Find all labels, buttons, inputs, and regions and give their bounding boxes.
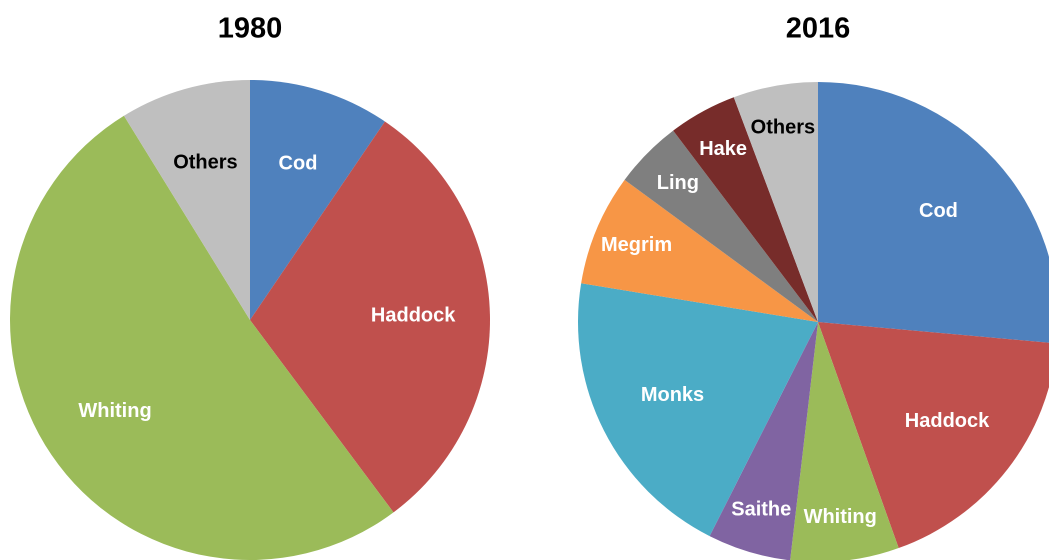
slice-label: Haddock [905, 410, 990, 432]
slice-label: Monks [641, 384, 704, 406]
slice-label: Saithe [731, 499, 791, 521]
pie-slice [818, 82, 1049, 343]
chart-title: 1980 [218, 13, 283, 45]
slice-label: Ling [657, 172, 699, 194]
slice-label: Megrim [601, 234, 672, 256]
slice-label: Cod [919, 200, 958, 222]
pie-slice [818, 322, 1049, 549]
slice-label: Hake [699, 138, 747, 160]
pie-slice [733, 82, 818, 322]
pie-slice [624, 130, 818, 322]
pie-slice [250, 121, 491, 513]
pie-slice [790, 322, 899, 560]
slice-label: Haddock [371, 305, 456, 327]
pie-slice [673, 97, 818, 322]
chart-title: 2016 [786, 13, 851, 45]
pie-slice [578, 283, 818, 537]
slice-label: Cod [279, 152, 318, 174]
pie-slice [123, 80, 250, 320]
pie-slice [581, 179, 818, 322]
slice-label: Whiting [78, 400, 151, 422]
pie-slice [709, 322, 818, 560]
slice-label: Whiting [804, 506, 877, 528]
pie-slice [250, 80, 385, 320]
slice-label: Others [173, 151, 237, 173]
slice-label: Others [751, 117, 815, 139]
pie-slice [10, 115, 394, 560]
